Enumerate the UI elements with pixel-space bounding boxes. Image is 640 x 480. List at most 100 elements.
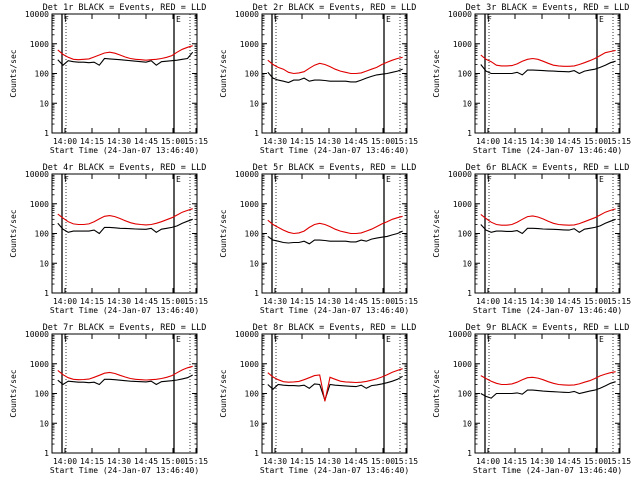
y-tick-label: 1 bbox=[254, 129, 259, 138]
x-tick-label: 15:15 bbox=[607, 297, 631, 306]
chart-panel: Det 1r BLACK = Events, RED = LLD 1 10 100 10… bbox=[9, 3, 208, 155]
y-tick-label: 100 bbox=[245, 70, 260, 79]
x-tick-label: 15:15 bbox=[184, 137, 208, 146]
x-tick-label: 14:45 bbox=[134, 137, 158, 146]
y-tick-label: 1000 bbox=[453, 40, 472, 49]
x-tick-label: 14:30 bbox=[530, 457, 554, 466]
x-tick-label: 14:15 bbox=[290, 137, 314, 146]
series-line-events bbox=[480, 218, 616, 235]
x-tick-label: 14:45 bbox=[344, 137, 368, 146]
x-tick-label: 14:45 bbox=[344, 457, 368, 466]
y-tick-label: 10 bbox=[39, 419, 49, 428]
y-tick-label: 10000 bbox=[448, 170, 472, 179]
x-tick-label: 15:15 bbox=[607, 457, 631, 466]
x-axis-label: Start Time (24-Jan-07 13:46:40) bbox=[473, 146, 622, 155]
chart-title: Det 1r BLACK = Events, RED = LLD bbox=[43, 3, 207, 13]
x-tick-label: 14:30 bbox=[263, 297, 287, 306]
x-tick-label: 15:15 bbox=[394, 297, 418, 306]
x-tick-label: 14:00 bbox=[476, 137, 500, 146]
series-line-events bbox=[267, 68, 403, 84]
y-tick-label: 1 bbox=[467, 449, 472, 458]
x-tick-label: 14:15 bbox=[80, 297, 104, 306]
y-tick-label: 100 bbox=[35, 230, 50, 239]
series-line-lld bbox=[57, 45, 193, 61]
marker-label-F: F bbox=[64, 175, 69, 184]
x-tick-label: 14:45 bbox=[557, 137, 581, 146]
x-tick-label: 14:30 bbox=[107, 457, 131, 466]
y-tick-label: 10000 bbox=[235, 10, 259, 19]
x-tick-label: 14:00 bbox=[53, 297, 77, 306]
chart-title: Det 6r BLACK = Events, RED = LLD bbox=[466, 163, 630, 173]
marker-label-F: F bbox=[487, 175, 492, 184]
y-tick-label: 10 bbox=[462, 259, 472, 268]
plot-frame bbox=[51, 13, 198, 134]
series-line-events bbox=[57, 218, 193, 235]
marker-label-E: E bbox=[599, 15, 604, 24]
y-tick-label: 1000 bbox=[240, 40, 259, 49]
series-line-events bbox=[480, 381, 616, 399]
y-axis-label: Counts/sec bbox=[9, 49, 18, 97]
x-tick-label: 15:15 bbox=[394, 457, 418, 466]
y-tick-label: 10000 bbox=[25, 10, 49, 19]
marker-label-F: F bbox=[487, 335, 492, 344]
y-tick-label: 1 bbox=[467, 289, 472, 298]
series-line-lld bbox=[267, 56, 403, 75]
y-tick-label: 10000 bbox=[448, 330, 472, 339]
y-tick-label: 1000 bbox=[453, 360, 472, 369]
y-tick-label: 1000 bbox=[240, 200, 259, 209]
x-tick-label: 14:15 bbox=[80, 137, 104, 146]
y-axis-label: Counts/sec bbox=[432, 369, 441, 417]
marker-label-F: F bbox=[274, 175, 279, 184]
x-tick-label: 14:00 bbox=[53, 137, 77, 146]
x-tick-label: 14:45 bbox=[557, 297, 581, 306]
x-tick-label: 14:15 bbox=[290, 297, 314, 306]
marker-label-F: F bbox=[487, 15, 492, 24]
x-tick-label: 15:15 bbox=[184, 457, 208, 466]
chart-title: Det 9r BLACK = Events, RED = LLD bbox=[466, 323, 630, 333]
x-tick-label: 14:30 bbox=[317, 297, 341, 306]
chart-panel: Det 2r BLACK = Events, RED = LLD 1 10 100 10… bbox=[219, 3, 418, 155]
x-tick-label: 14:30 bbox=[530, 297, 554, 306]
x-tick-label: 14:15 bbox=[503, 457, 527, 466]
x-axis-label: Start Time (24-Jan-07 13:46:40) bbox=[473, 466, 622, 475]
x-tick-label: 14:30 bbox=[107, 297, 131, 306]
y-tick-label: 10 bbox=[249, 99, 259, 108]
chart-title: Det 2r BLACK = Events, RED = LLD bbox=[253, 3, 417, 13]
y-tick-label: 10000 bbox=[25, 170, 49, 179]
chart-panel: Det 5r BLACK = Events, RED = LLD 1 10 100 10… bbox=[219, 163, 418, 315]
x-tick-label: 14:00 bbox=[476, 457, 500, 466]
x-tick-label: 15:00 bbox=[584, 457, 608, 466]
x-tick-label: 14:15 bbox=[80, 457, 104, 466]
series-line-events bbox=[57, 374, 193, 386]
x-tick-label: 14:30 bbox=[107, 137, 131, 146]
x-axis-label: Start Time (24-Jan-07 13:46:40) bbox=[50, 466, 199, 475]
x-axis-label: Start Time (24-Jan-07 13:46:40) bbox=[260, 146, 409, 155]
y-tick-label: 100 bbox=[245, 230, 260, 239]
y-tick-label: 100 bbox=[35, 70, 50, 79]
series-line-lld bbox=[57, 365, 193, 381]
y-tick-label: 100 bbox=[458, 390, 473, 399]
marker-label-E: E bbox=[176, 15, 181, 24]
x-tick-label: 14:45 bbox=[134, 457, 158, 466]
x-tick-label: 14:00 bbox=[476, 297, 500, 306]
series-line-events bbox=[267, 230, 403, 245]
chart-title: Det 4r BLACK = Events, RED = LLD bbox=[43, 163, 207, 173]
chart-panel: Det 9r BLACK = Events, RED = LLD 1 10 100 10… bbox=[432, 323, 631, 475]
chart-panel: Det 8r BLACK = Events, RED = LLD 1 10 100 10… bbox=[219, 323, 418, 475]
x-tick-label: 14:15 bbox=[290, 457, 314, 466]
x-axis-label: Start Time (24-Jan-07 13:46:40) bbox=[473, 306, 622, 315]
y-tick-label: 10 bbox=[462, 99, 472, 108]
y-tick-label: 10000 bbox=[235, 170, 259, 179]
x-tick-label: 14:30 bbox=[263, 457, 287, 466]
chart-panel: Det 4r BLACK = Events, RED = LLD 1 10 100 10… bbox=[9, 163, 208, 315]
x-axis-label: Start Time (24-Jan-07 13:46:40) bbox=[50, 146, 199, 155]
y-tick-label: 10 bbox=[39, 259, 49, 268]
series-line-lld bbox=[267, 215, 403, 235]
y-tick-label: 100 bbox=[245, 390, 260, 399]
plot-frame bbox=[474, 173, 621, 294]
x-tick-label: 14:15 bbox=[503, 297, 527, 306]
y-axis-label: Counts/sec bbox=[9, 209, 18, 257]
y-tick-label: 100 bbox=[458, 230, 473, 239]
plot-frame bbox=[51, 173, 198, 294]
marker-label-F: F bbox=[64, 335, 69, 344]
